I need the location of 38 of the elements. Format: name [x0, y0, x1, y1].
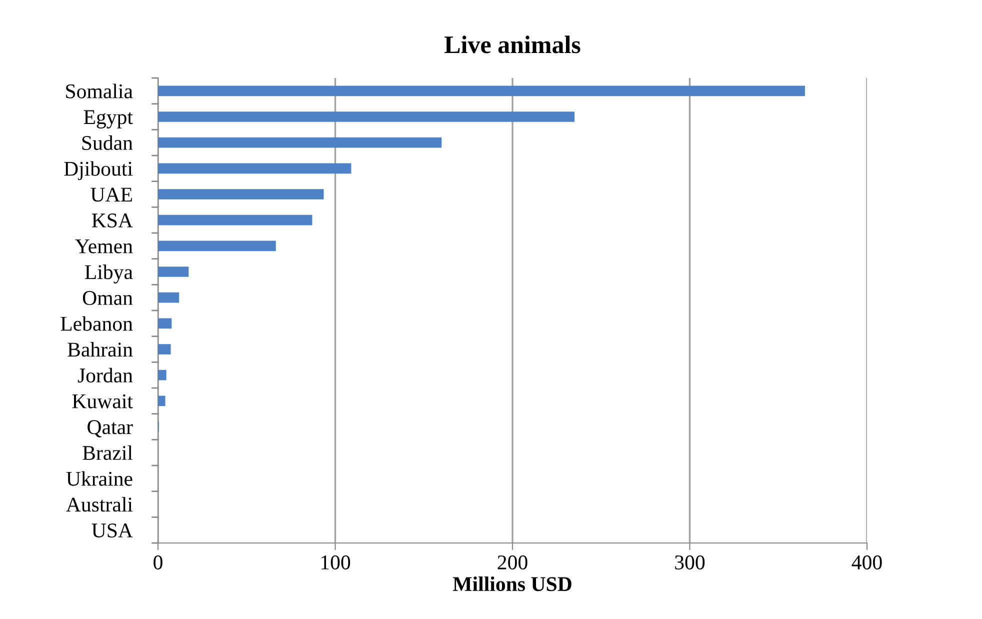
- bar: [158, 163, 352, 174]
- bar: [158, 240, 276, 252]
- bar: [158, 318, 172, 329]
- y-tick-label: Jordan: [78, 368, 133, 383]
- y-tick-label: Djibouti: [64, 161, 133, 180]
- y-tick-label: Libya: [85, 264, 133, 284]
- y-tick-label: Brazil: [82, 445, 133, 460]
- bar: [158, 266, 189, 277]
- y-tick-label: Qatar: [88, 420, 133, 438]
- y-tick-label: Lebanon: [60, 316, 133, 331]
- x-tick-label: 100: [321, 555, 350, 570]
- y-tick-label: UAE: [90, 188, 132, 202]
- bar: [158, 137, 442, 148]
- bar: [158, 112, 575, 122]
- bar: [158, 344, 171, 354]
- y-tick-label: Bahrain: [68, 342, 133, 357]
- bar: [158, 370, 166, 380]
- y-tick-label: KSA: [92, 214, 133, 228]
- y-tick-label: Kuwait: [72, 394, 133, 408]
- y-tick-label: Oman: [82, 291, 133, 306]
- x-tick-label: 300: [675, 555, 705, 570]
- x-tick-label: 400: [852, 555, 882, 570]
- bar: [158, 214, 312, 226]
- bar: [158, 86, 805, 96]
- y-tick-label: USA: [92, 524, 133, 538]
- y-tick-label: Egypt: [84, 110, 133, 128]
- x-tick-label: 0: [154, 555, 162, 570]
- y-tick-label: Somalia: [66, 84, 133, 98]
- y-tick-label: Yemen: [75, 240, 133, 254]
- y-tick-label: Australi: [66, 497, 133, 512]
- x-tick-label: 200: [498, 555, 528, 570]
- bar: [158, 189, 324, 200]
- bar: [158, 396, 166, 406]
- y-tick-label: Ukraine: [66, 471, 132, 486]
- y-tick-label: Sudan: [82, 135, 133, 150]
- chart-title: Live animals: [444, 36, 580, 54]
- x-axis-title: Millions USD: [452, 576, 572, 592]
- bar: [158, 292, 180, 303]
